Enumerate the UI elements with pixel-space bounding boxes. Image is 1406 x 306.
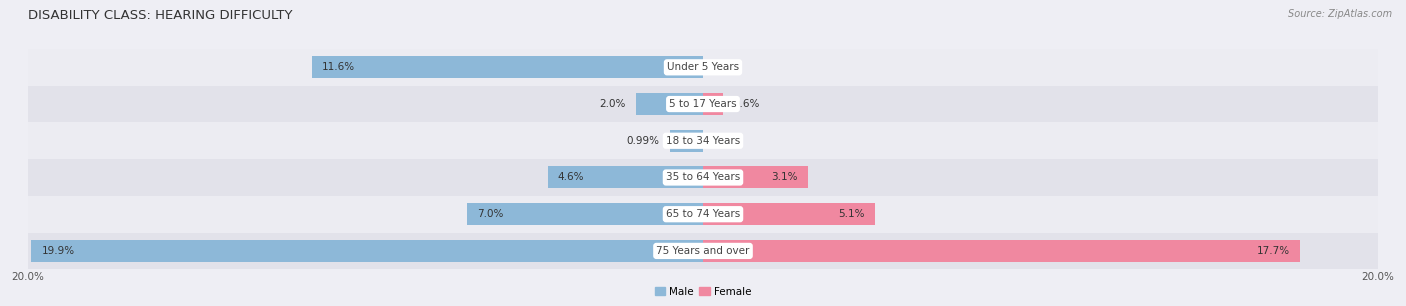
Text: Under 5 Years: Under 5 Years — [666, 62, 740, 72]
Bar — [28, 49, 1378, 86]
Bar — [636, 93, 703, 115]
Text: 11.6%: 11.6% — [322, 62, 354, 72]
Bar — [703, 93, 723, 115]
Bar — [548, 166, 703, 188]
Text: 19.9%: 19.9% — [42, 246, 75, 256]
Bar — [669, 130, 703, 152]
Text: 4.6%: 4.6% — [558, 173, 585, 182]
Bar — [703, 240, 1301, 262]
Text: 17.7%: 17.7% — [1257, 246, 1291, 256]
Legend: Male, Female: Male, Female — [651, 282, 755, 301]
Bar — [28, 122, 1378, 159]
Text: 0.0%: 0.0% — [713, 62, 740, 72]
Text: 0.6%: 0.6% — [734, 99, 759, 109]
Text: 35 to 64 Years: 35 to 64 Years — [666, 173, 740, 182]
Bar — [28, 159, 1378, 196]
Text: DISABILITY CLASS: HEARING DIFFICULTY: DISABILITY CLASS: HEARING DIFFICULTY — [28, 9, 292, 22]
Text: 5.1%: 5.1% — [838, 209, 865, 219]
Bar — [703, 166, 807, 188]
Text: 7.0%: 7.0% — [477, 209, 503, 219]
Text: 65 to 74 Years: 65 to 74 Years — [666, 209, 740, 219]
Text: 0.99%: 0.99% — [627, 136, 659, 146]
Bar — [312, 56, 703, 78]
Text: 2.0%: 2.0% — [599, 99, 626, 109]
Bar — [28, 233, 1378, 269]
Bar — [28, 86, 1378, 122]
Bar — [31, 240, 703, 262]
Text: Source: ZipAtlas.com: Source: ZipAtlas.com — [1288, 9, 1392, 19]
Text: 18 to 34 Years: 18 to 34 Years — [666, 136, 740, 146]
Text: 75 Years and over: 75 Years and over — [657, 246, 749, 256]
Bar — [703, 203, 875, 225]
Text: 5 to 17 Years: 5 to 17 Years — [669, 99, 737, 109]
Bar — [467, 203, 703, 225]
Text: 3.1%: 3.1% — [770, 173, 797, 182]
Text: 0.0%: 0.0% — [713, 136, 740, 146]
Bar — [28, 196, 1378, 233]
